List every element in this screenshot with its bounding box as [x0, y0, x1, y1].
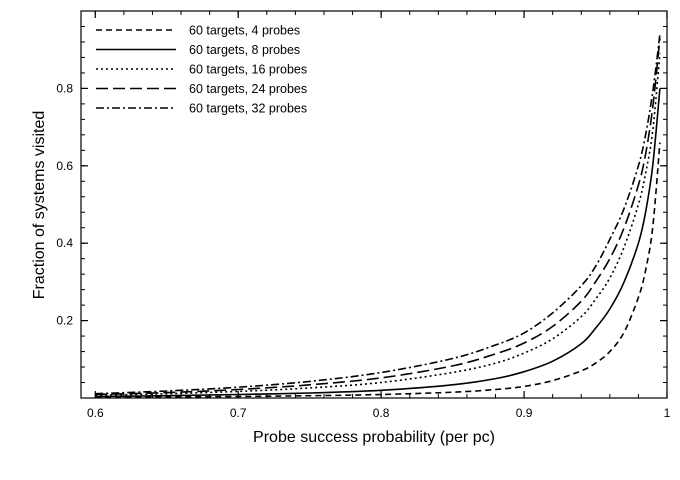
x-tick-label: 1: [664, 406, 671, 420]
legend-label-1: 60 targets, 4 probes: [189, 24, 300, 38]
y-tick-label: 0.6: [56, 159, 73, 173]
x-tick-label: 0.6: [87, 406, 104, 420]
plot-frame: [80, 10, 668, 399]
y-axis-title: Fraction of systems visited: [31, 111, 48, 300]
series-layer: [95, 34, 661, 398]
legend-label-4: 60 targets, 24 probes: [189, 82, 307, 96]
legend-label-3: 60 targets, 16 probes: [189, 63, 307, 77]
series-line-3: [95, 53, 661, 397]
x-tick-label: 0.8: [373, 406, 390, 420]
series-line-4: [95, 38, 661, 396]
axis-ticks: 0.6 0.7 0.8 0.9 1 0.2 0.4 0.6 0.8: [56, 10, 671, 420]
series-line-5: [95, 34, 661, 395]
legend-label-5: 60 targets, 32 probes: [189, 102, 307, 116]
y-tick-label: 0.2: [56, 314, 73, 328]
x-tick-label: 0.9: [516, 406, 533, 420]
series-line-1: [95, 142, 661, 398]
legend-label-2: 60 targets, 8 probes: [189, 43, 300, 57]
legend: 60 targets, 4 probes 60 targets, 8 probes…: [96, 24, 307, 116]
y-tick-label: 0.8: [56, 81, 73, 95]
x-tick-label: 0.7: [230, 406, 247, 420]
series-line-2: [95, 88, 661, 398]
y-tick-label: 0.4: [56, 236, 73, 250]
x-axis-title: Probe success probability (per pc): [253, 429, 495, 446]
